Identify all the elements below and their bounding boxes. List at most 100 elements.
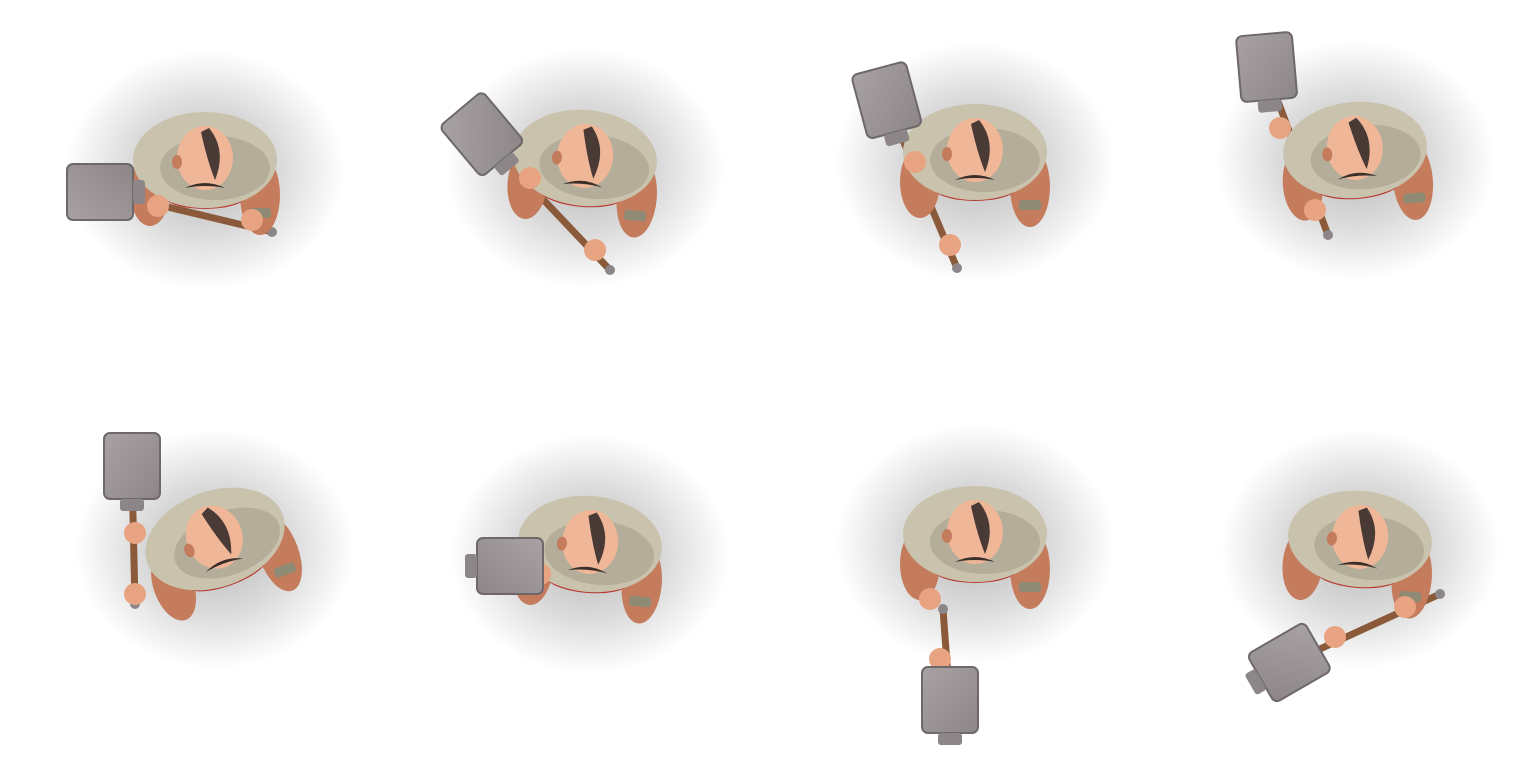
ear [184,543,195,558]
barbarian-body [1282,490,1432,619]
bald-head [557,124,614,188]
hammer-pommel [605,265,615,275]
barbarian-body [900,486,1050,609]
ear [556,536,567,551]
right-hand [1394,596,1416,618]
bald-head [562,510,619,574]
hammer-collar [495,152,519,176]
wrist-wrap [1019,200,1041,210]
right-hand [929,648,951,670]
mustache [562,180,603,188]
hair-stripe [201,507,232,555]
hammer-pommel [1323,230,1333,240]
barbarian-sprite [835,42,1115,282]
right-hand [241,209,263,231]
barbarian-body [900,104,1050,227]
hair-stripe [1358,507,1376,560]
left-hand [519,167,541,189]
hammer-block [1247,622,1331,703]
mustache [567,566,608,574]
hammer-head [465,537,544,595]
barbarian-sprite [835,424,1115,745]
mustache [205,558,244,573]
ear [1326,531,1337,546]
barbarian-sprite [1220,429,1500,703]
hair-stripe [588,512,606,565]
hammer-block [66,163,134,221]
barbarian-sprite [75,429,355,669]
hammer-head [440,92,523,176]
sprite-frame-2 [385,0,770,389]
barbarian-body [145,487,302,621]
mustache [185,183,225,188]
hammer-block [921,666,979,734]
hammer-collar [884,129,910,147]
ear [172,155,182,169]
hammer-head [851,61,922,147]
right-hand [584,239,606,261]
hammer-pommel [952,263,962,273]
hammer-collar [465,554,477,578]
hammer-head [66,163,145,221]
hammer-collar [1257,99,1283,113]
wrist-wrap [629,595,652,608]
bald-head [177,126,233,190]
hammer-head [921,666,979,745]
left-hand [919,588,941,610]
sprite-frame-3 [770,0,1155,389]
sprite-frame-8 [1155,389,1540,778]
bald-head [947,500,1003,564]
hammer-collar [938,733,962,745]
ear [942,147,952,161]
hammer-head [1245,622,1331,703]
wrist-wrap [1019,582,1041,592]
sprite-frame-5 [0,389,385,778]
barbarian-sprite [450,434,730,674]
wrist-wrap [1403,192,1426,204]
hammer-head [1235,31,1298,113]
left-hand [147,195,169,217]
bald-head [1326,116,1383,180]
hammer-head [103,432,161,511]
mustache [955,175,995,180]
hammer-block [1235,31,1298,103]
hammer-collar [133,180,145,204]
hammer-block [476,537,544,595]
right-hand [124,583,146,605]
barbarian-sprite [440,48,725,288]
right-hand [939,234,961,256]
barbarian-sprite [1215,31,1495,280]
left-hand [124,522,146,544]
hammer-block [103,432,161,500]
wrist-wrap [624,209,647,222]
ear [551,150,562,165]
hammer-collar [1245,669,1266,695]
barbarian-sprite [65,50,345,290]
mustache [1337,172,1378,180]
sprite-frame-4 [1155,0,1540,389]
bald-head [947,118,1003,182]
sprite-frame-7 [770,389,1155,778]
ear [942,529,952,543]
ear [1322,147,1333,162]
left-hand [1269,117,1291,139]
bald-head [185,505,243,569]
left-hand [1324,626,1346,648]
mustache [1337,561,1378,569]
hair-stripe [1348,117,1370,170]
sprite-frame-1 [0,0,385,389]
hammer-pommel [938,604,948,614]
left-hand [904,151,926,173]
right-hand [1304,199,1326,221]
hair-stripe [971,120,990,172]
sprite-frame-6 [385,389,770,778]
hammer-collar [120,499,144,511]
hammer-pommel [1435,589,1445,599]
bald-head [1332,505,1389,569]
hair-stripe [583,126,601,179]
barbarian-body [130,112,280,235]
wrist-wrap [273,562,297,578]
hair-stripe [971,502,990,554]
mustache [955,557,995,562]
